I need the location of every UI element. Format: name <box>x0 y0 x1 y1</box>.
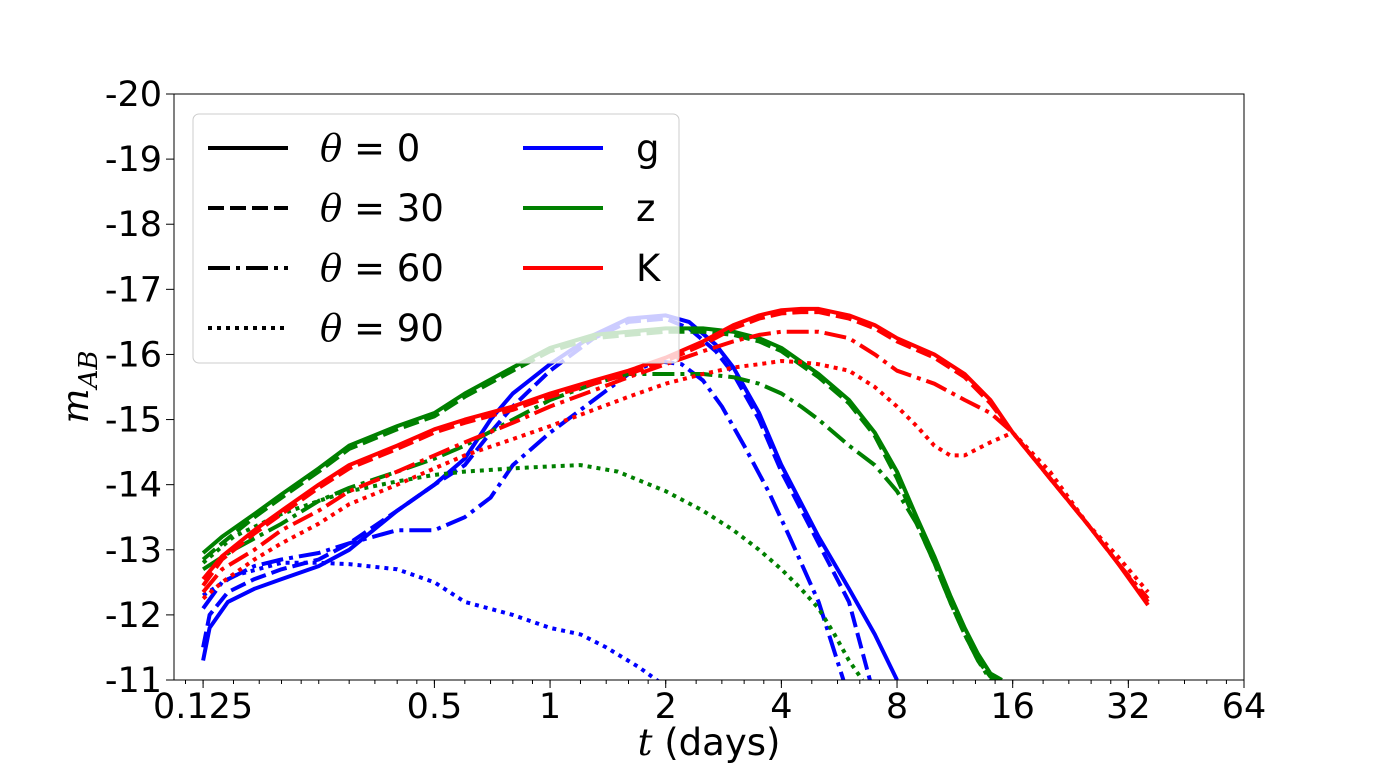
y-tick-label: -19 <box>105 140 162 180</box>
series-line-z-theta-90 <box>201 463 865 680</box>
y-tick-label: -18 <box>105 205 162 245</box>
x-axis-label-var: t <box>638 721 653 764</box>
plot-frame <box>173 93 1245 681</box>
legend-label-theta: θ = 0 <box>320 127 420 170</box>
x-tick-label: 1 <box>539 687 561 727</box>
y-tick-label: -20 <box>105 75 162 115</box>
x-axis-label: t (days) <box>638 721 781 764</box>
series-line-K-theta-30 <box>201 310 1150 604</box>
legend-theta-symbol: θ <box>320 127 342 170</box>
legend-label-band: z <box>636 187 655 230</box>
y-tick-label: -13 <box>105 531 162 571</box>
x-tick-label: 8 <box>886 687 908 727</box>
legend-theta-value: = 90 <box>342 307 444 350</box>
x-tick-label: 0.5 <box>407 687 463 727</box>
y-axis: -20 -19 -18 -17 -16 -15 -14 -13 -12 -11 <box>105 75 174 701</box>
y-tick-label: -11 <box>105 661 162 701</box>
legend-theta-symbol: θ <box>320 307 342 350</box>
y-tick-label: -16 <box>105 335 162 375</box>
legend-theta-symbol: θ <box>320 247 342 290</box>
series-line-K-theta-60 <box>201 329 1150 600</box>
x-tick-label: 32 <box>1106 687 1151 727</box>
legend-label-band: K <box>636 247 662 290</box>
legend-label-theta: θ = 60 <box>320 247 444 290</box>
legend-theta-value: = 30 <box>342 187 444 230</box>
series-line-K-theta-0 <box>201 306 1150 607</box>
legend-theta-value: = 60 <box>342 247 444 290</box>
x-axis: 0.125 0.5 1 2 4 8 16 32 64 <box>153 680 1266 727</box>
y-tick-label: -15 <box>105 401 162 441</box>
x-axis-label-unit <box>652 721 664 764</box>
series-line-g-theta-30 <box>201 316 872 680</box>
x-tick-label: 2 <box>655 687 677 727</box>
x-axis-label-unit-text: (days) <box>664 721 780 764</box>
y-tick-label: -17 <box>105 270 162 310</box>
legend-label-band: g <box>636 127 660 170</box>
series-line-z-theta-30 <box>201 329 1001 680</box>
x-tick-label: 0.125 <box>153 687 253 727</box>
legend-theta-value: = 0 <box>342 127 420 170</box>
x-tick-label: 4 <box>770 687 792 727</box>
series-line-g-theta-0 <box>201 313 899 680</box>
legend-label-theta: θ = 30 <box>320 187 444 230</box>
y-axis-label: mAB <box>54 351 104 424</box>
y-tick-label: -14 <box>105 466 162 506</box>
x-tick-label: 64 <box>1222 687 1267 727</box>
legend-theta-symbol: θ <box>320 187 342 230</box>
legend-label-theta: θ = 90 <box>320 307 444 350</box>
legend-box <box>192 113 680 364</box>
y-axis-label-main: m <box>54 388 97 423</box>
y-axis-label-sub: AB <box>74 351 104 391</box>
x-tick-label: 16 <box>990 687 1035 727</box>
series-line-K-theta-90 <box>201 359 1150 601</box>
y-tick-label: -12 <box>105 596 162 636</box>
series-line-z-theta-0 <box>201 326 1003 680</box>
series-layer <box>201 306 1150 680</box>
series-line-g-theta-60 <box>201 359 846 680</box>
series-line-g-theta-90 <box>202 560 661 680</box>
